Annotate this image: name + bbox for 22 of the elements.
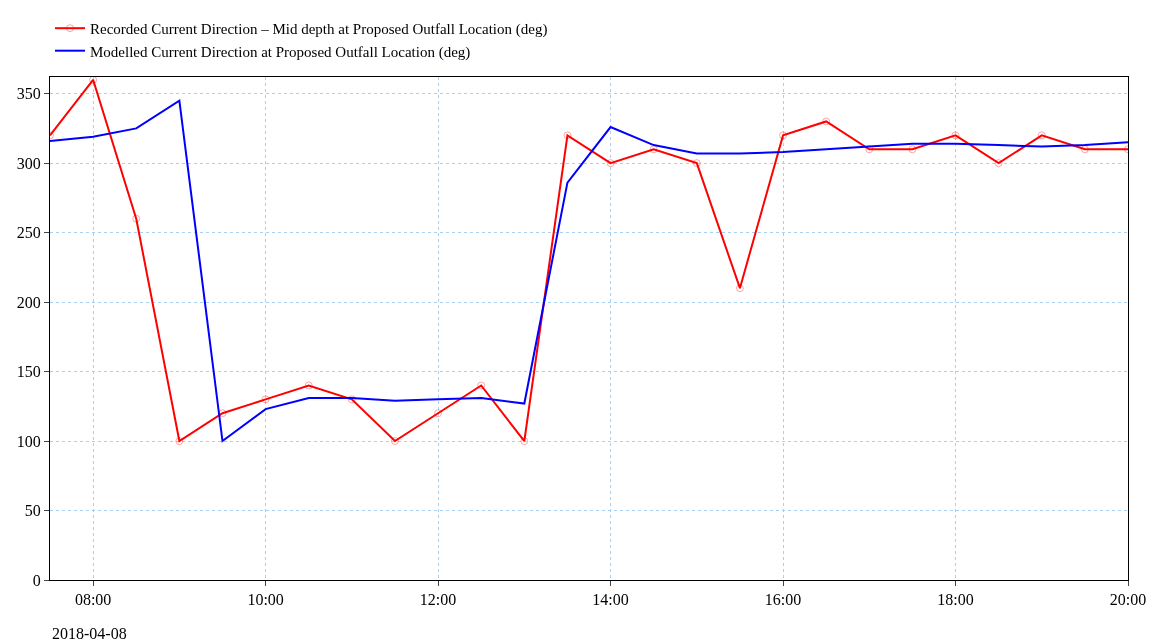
y-tick-label: 0 [32,571,41,589]
x-tick-label: 14:00 [592,591,629,609]
y-tick-label: 300 [16,154,41,172]
legend-label: Modelled Current Direction at Proposed Outfall Location (deg) [90,43,471,61]
y-tick-label: 200 [16,293,41,311]
y-tick-label: 100 [16,432,41,450]
x-tick-label: 12:00 [419,591,457,609]
y-tick-label: 50 [24,502,41,520]
point [692,159,701,168]
point [89,77,98,84]
y-tick-label: 150 [16,363,41,381]
text: 2018-04-08 [52,625,127,640]
y-tick-label: 250 [16,224,41,242]
x-tick-label: 08:00 [74,591,112,609]
point [132,214,141,223]
y-tick-label: 350 [16,85,41,103]
legend-label: Recorded Current Direction – Mid depth at Proposed Outfall Location (deg) [90,21,548,39]
x-tick-label: 18:00 [937,591,974,609]
x-tick-label: 10:00 [247,591,284,609]
point [434,409,443,418]
x-tick-label: 20:00 [1109,591,1147,609]
x-tick-label: 16:00 [764,591,802,609]
